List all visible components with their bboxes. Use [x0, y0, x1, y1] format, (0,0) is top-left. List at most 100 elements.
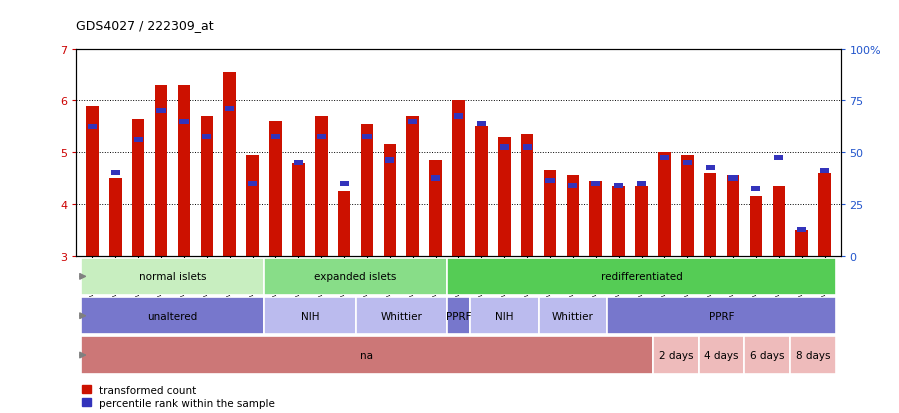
Bar — [264, 258, 447, 295]
Bar — [134, 138, 143, 142]
Bar — [271, 135, 280, 140]
Bar — [500, 145, 509, 150]
Bar — [362, 135, 371, 140]
Bar — [797, 228, 806, 233]
Bar — [81, 337, 653, 374]
Bar — [430, 161, 442, 256]
Bar — [454, 114, 463, 119]
Bar — [384, 145, 396, 256]
Bar — [264, 297, 355, 335]
Bar — [544, 171, 556, 256]
Text: PPRF: PPRF — [708, 311, 734, 321]
Bar — [178, 86, 191, 256]
Text: Whittier: Whittier — [380, 311, 423, 321]
Bar — [340, 181, 349, 186]
Text: redifferentiated: redifferentiated — [601, 272, 682, 282]
Bar — [360, 124, 373, 256]
Bar — [820, 169, 829, 173]
Bar — [592, 181, 601, 186]
Bar — [774, 155, 783, 161]
Bar — [498, 137, 511, 256]
Text: PPRF: PPRF — [446, 311, 471, 321]
Bar — [316, 135, 325, 140]
Bar — [790, 337, 836, 374]
Bar — [109, 178, 121, 256]
Bar — [522, 145, 531, 150]
Bar — [156, 109, 165, 114]
Bar — [590, 181, 602, 256]
Text: 8 days: 8 days — [796, 350, 831, 360]
Bar — [202, 135, 211, 140]
Bar — [294, 161, 303, 166]
Bar — [568, 184, 577, 189]
Bar — [796, 230, 808, 256]
Bar — [386, 158, 395, 163]
Bar — [706, 166, 715, 171]
Bar — [155, 86, 167, 256]
Legend: transformed count, percentile rank within the sample: transformed count, percentile rank withi… — [82, 385, 275, 408]
Bar — [86, 106, 99, 256]
Bar — [246, 155, 259, 256]
Text: unaltered: unaltered — [147, 311, 198, 321]
Bar — [744, 337, 790, 374]
Bar — [447, 297, 470, 335]
Bar — [658, 153, 671, 256]
Text: GDS4027 / 222309_at: GDS4027 / 222309_at — [76, 19, 214, 31]
Bar — [772, 186, 785, 256]
Bar — [653, 337, 699, 374]
Text: cell type: cell type — [0, 412, 1, 413]
Bar — [637, 181, 646, 186]
Bar — [476, 122, 486, 127]
Bar — [818, 173, 831, 256]
Bar — [636, 186, 648, 256]
Bar — [88, 124, 97, 130]
Bar — [180, 119, 189, 124]
Bar — [406, 116, 419, 256]
Bar — [408, 119, 417, 124]
Bar — [539, 297, 607, 335]
Bar — [681, 155, 693, 256]
Bar — [726, 176, 739, 256]
Bar — [248, 181, 257, 186]
Bar — [699, 337, 744, 374]
Bar — [566, 176, 579, 256]
Text: 2 days: 2 days — [659, 350, 693, 360]
Bar — [338, 192, 351, 256]
Bar — [704, 173, 717, 256]
Bar — [355, 297, 447, 335]
Bar — [614, 184, 623, 189]
Bar — [752, 186, 761, 192]
Bar — [200, 116, 213, 256]
Bar — [431, 176, 441, 181]
Bar — [111, 171, 120, 176]
Text: Whittier: Whittier — [552, 311, 594, 321]
Bar — [612, 186, 625, 256]
Bar — [682, 161, 692, 166]
Bar — [81, 297, 264, 335]
Bar — [224, 73, 236, 256]
Text: 6 days: 6 days — [750, 350, 785, 360]
Bar — [225, 107, 235, 112]
Bar — [447, 258, 836, 295]
Bar — [292, 163, 305, 256]
Bar — [81, 258, 264, 295]
Text: time: time — [0, 412, 1, 413]
Bar — [315, 116, 327, 256]
Bar — [475, 127, 487, 256]
Bar — [452, 101, 465, 256]
Bar — [728, 176, 737, 181]
Text: expanded islets: expanded islets — [315, 272, 396, 282]
Text: normal islets: normal islets — [138, 272, 206, 282]
Bar — [607, 297, 836, 335]
Bar — [521, 135, 533, 256]
Bar — [132, 119, 145, 256]
Bar — [750, 197, 762, 256]
Text: protocol: protocol — [0, 412, 1, 413]
Text: 4 days: 4 days — [704, 350, 739, 360]
Text: NIH: NIH — [300, 311, 319, 321]
Text: na: na — [360, 350, 373, 360]
Bar — [269, 122, 281, 256]
Bar — [660, 155, 669, 161]
Bar — [546, 178, 555, 184]
Bar — [470, 297, 539, 335]
